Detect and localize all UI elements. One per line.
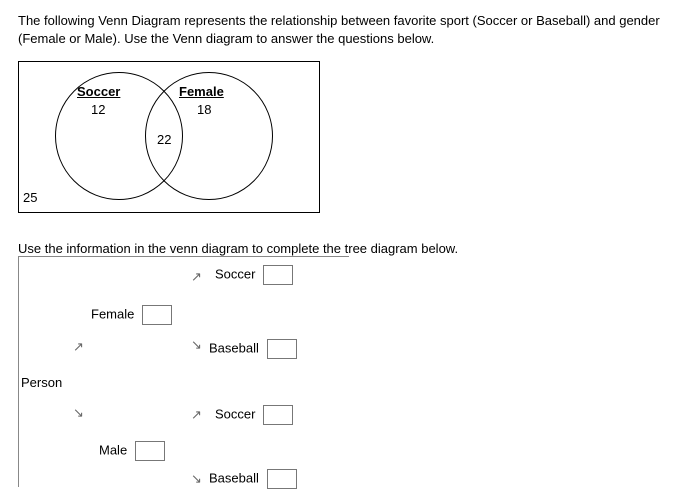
tree-level2-3-label: Baseball [209,471,259,486]
tree-level2-2-label: Soccer [215,407,255,422]
tree-diagram: Person ↗ ↘ Female Male ↗ ↘ ↗ ↘ Soccer Ba… [18,256,349,487]
venn-left-value: 12 [91,102,105,117]
input-box[interactable] [135,441,165,461]
venn-outside-value: 25 [23,190,37,205]
tree-level1-female: Female [91,305,172,325]
tree-level1-female-label: Female [91,307,134,322]
tree-level2-0-label: Soccer [215,267,255,282]
arrow-down-icon: ↘ [191,471,202,487]
input-box[interactable] [263,405,293,425]
arrow-down-icon: ↘ [73,405,84,421]
tree-level2-1: Baseball [209,339,297,359]
tree-level1-male: Male [99,441,165,461]
input-box[interactable] [263,265,293,285]
venn-right-title: Female [179,84,224,99]
tree-level2-2: Soccer [215,405,293,425]
tree-root: Person [21,375,62,390]
venn-right-value: 18 [197,102,211,117]
tree-level2-1-label: Baseball [209,341,259,356]
arrow-down-icon: ↘ [191,337,202,353]
venn-intersection-value: 22 [157,132,171,147]
input-box[interactable] [267,339,297,359]
tree-level1-male-label: Male [99,443,127,458]
arrow-up-icon: ↗ [73,339,84,355]
intro-text: The following Venn Diagram represents th… [18,12,682,47]
input-box[interactable] [142,305,172,325]
tree-level2-0: Soccer [215,265,293,285]
arrow-up-icon: ↗ [191,269,202,285]
venn-diagram: Soccer 12 Female 18 22 25 [18,61,320,213]
input-box[interactable] [267,469,297,489]
venn-left-title: Soccer [77,84,120,99]
tree-level2-3: Baseball [209,469,297,489]
section-instruction: Use the information in the venn diagram … [18,241,682,256]
arrow-up-icon: ↗ [191,407,202,423]
